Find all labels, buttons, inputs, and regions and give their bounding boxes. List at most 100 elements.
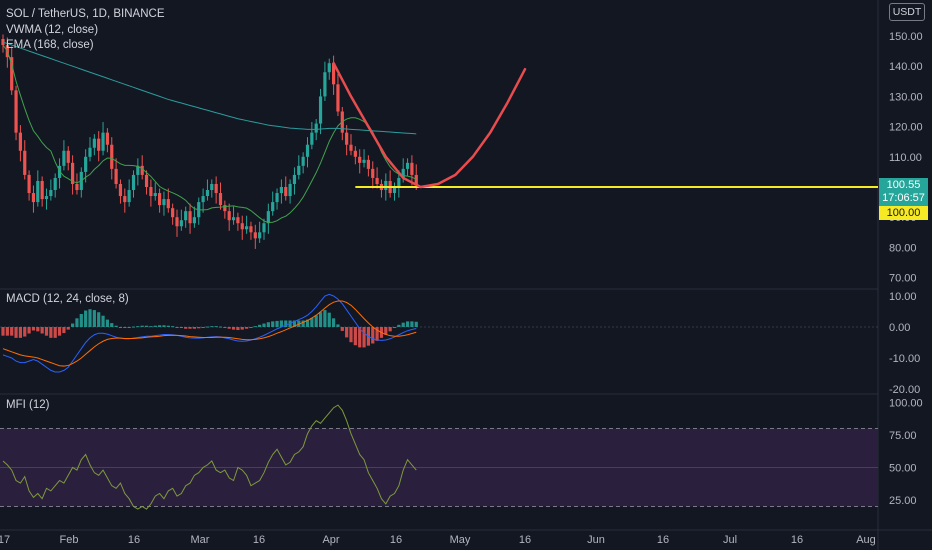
candle-body: [192, 217, 196, 224]
time-tick-label: 16: [390, 534, 402, 546]
candle-body: [401, 168, 405, 178]
mfi-legend[interactable]: MFI (12): [6, 399, 50, 411]
macd-histogram-bar: [305, 319, 310, 327]
candle-body: [397, 177, 401, 187]
macd-histogram-bar: [5, 327, 9, 336]
candle-body: [18, 132, 22, 151]
macd-histogram-bar: [223, 327, 227, 328]
macd-signal-line: [2, 300, 417, 367]
macd-histogram-bar: [88, 309, 92, 327]
macd-histogram-bar: [279, 320, 283, 327]
candle-body: [231, 217, 236, 221]
candle-body: [105, 132, 109, 145]
mfi-tick-label: 25.00: [889, 495, 917, 507]
candle-body: [149, 187, 153, 197]
candle-body: [153, 193, 157, 197]
macd-histogram-bar: [23, 327, 27, 337]
macd-histogram-bar: [14, 327, 18, 338]
candle-body: [66, 150, 70, 163]
macd-histogram-bar: [397, 324, 401, 327]
macd-legend[interactable]: MACD (12, 24, close, 8): [6, 293, 129, 305]
candle-body: [279, 187, 283, 194]
macd-histogram-bar: [332, 318, 336, 327]
candle-body: [405, 162, 410, 169]
candle-body: [188, 211, 192, 224]
macd-histogram-bar: [384, 327, 388, 335]
candle-body: [127, 190, 131, 203]
ema-line: [2, 41, 417, 135]
candle-body: [318, 96, 323, 124]
macd-histogram-bar: [258, 324, 262, 327]
macd-histogram-bar: [340, 327, 344, 331]
macd-histogram-bar: [362, 327, 366, 348]
macd-histogram-bar: [127, 327, 131, 328]
macd-histogram-bar: [405, 321, 410, 327]
candle-body: [227, 211, 231, 221]
macd-histogram-bar: [371, 327, 375, 344]
macd-histogram-bar: [336, 324, 340, 327]
candle-body: [371, 168, 375, 178]
last-price-value: 100.55: [886, 179, 921, 191]
currency-button[interactable]: USDT: [889, 3, 925, 21]
candle-body: [171, 208, 175, 218]
candle-body: [31, 193, 36, 203]
macd-histogram-bar: [179, 327, 183, 328]
macd-histogram-bar: [1, 327, 5, 336]
macd-histogram-bar: [79, 313, 83, 327]
candle-body: [49, 190, 53, 197]
time-tick-label: May: [450, 534, 471, 546]
macd-histogram-bar: [245, 327, 249, 329]
macd-histogram-bar: [414, 321, 418, 327]
candle-body: [201, 196, 205, 203]
price-tick-label: 70.00: [889, 273, 917, 285]
mfi-tick-label: 75.00: [889, 430, 917, 442]
candle-body: [40, 180, 44, 200]
macd-histogram-bar: [375, 327, 379, 341]
candle-body: [375, 177, 379, 184]
macd-tick-label: -20.00: [889, 384, 920, 396]
candle-body: [292, 174, 297, 184]
candle-body: [92, 138, 96, 148]
macd-histogram-bar: [240, 327, 244, 330]
level-price-tag: 100.00: [879, 206, 928, 220]
macd-histogram-bar: [97, 312, 101, 327]
macd-histogram-bar: [136, 326, 140, 328]
candle-body: [345, 132, 349, 145]
ema-legend[interactable]: EMA (168, close): [6, 39, 94, 51]
macd-histogram-bar: [327, 312, 331, 327]
macd-histogram-bar: [123, 327, 127, 328]
last-price-tag: 100.55 17:06:57: [879, 178, 928, 207]
vwma-legend[interactable]: VWMA (12, close): [6, 24, 99, 36]
macd-histogram-bar: [271, 321, 275, 327]
macd-histogram-bar: [314, 315, 318, 327]
macd-histogram-bar: [266, 322, 270, 327]
candle-body: [97, 138, 101, 151]
macd-histogram-bar: [44, 327, 49, 336]
macd-histogram-bar: [188, 327, 192, 329]
macd-histogram-bar: [236, 327, 240, 331]
time-tick-label: Aug: [856, 534, 876, 546]
time-tick-label: 16: [128, 534, 140, 546]
candle-body: [310, 132, 314, 145]
candle-body: [223, 205, 227, 212]
candle-body: [384, 180, 388, 191]
macd-histogram-bar: [57, 327, 62, 336]
candle-body: [284, 187, 288, 197]
time-tick-label: 17: [0, 534, 10, 546]
macd-histogram-bar: [40, 327, 44, 334]
macd-histogram-bar: [184, 327, 188, 329]
candle-body: [336, 84, 340, 112]
macd-histogram-bar: [410, 321, 414, 327]
price-tick-label: 120.00: [889, 122, 923, 134]
candle-body: [288, 183, 292, 197]
macd-histogram-bar: [27, 327, 31, 334]
macd-histogram-bar: [345, 327, 349, 338]
candle-body: [71, 162, 75, 184]
candle-body: [184, 211, 188, 221]
macd-histogram-bar: [392, 327, 397, 328]
macd-histogram-bar: [105, 319, 109, 327]
candle-body: [323, 72, 327, 97]
macd-histogram-bar: [210, 326, 214, 328]
macd-histogram-bar: [292, 320, 297, 327]
